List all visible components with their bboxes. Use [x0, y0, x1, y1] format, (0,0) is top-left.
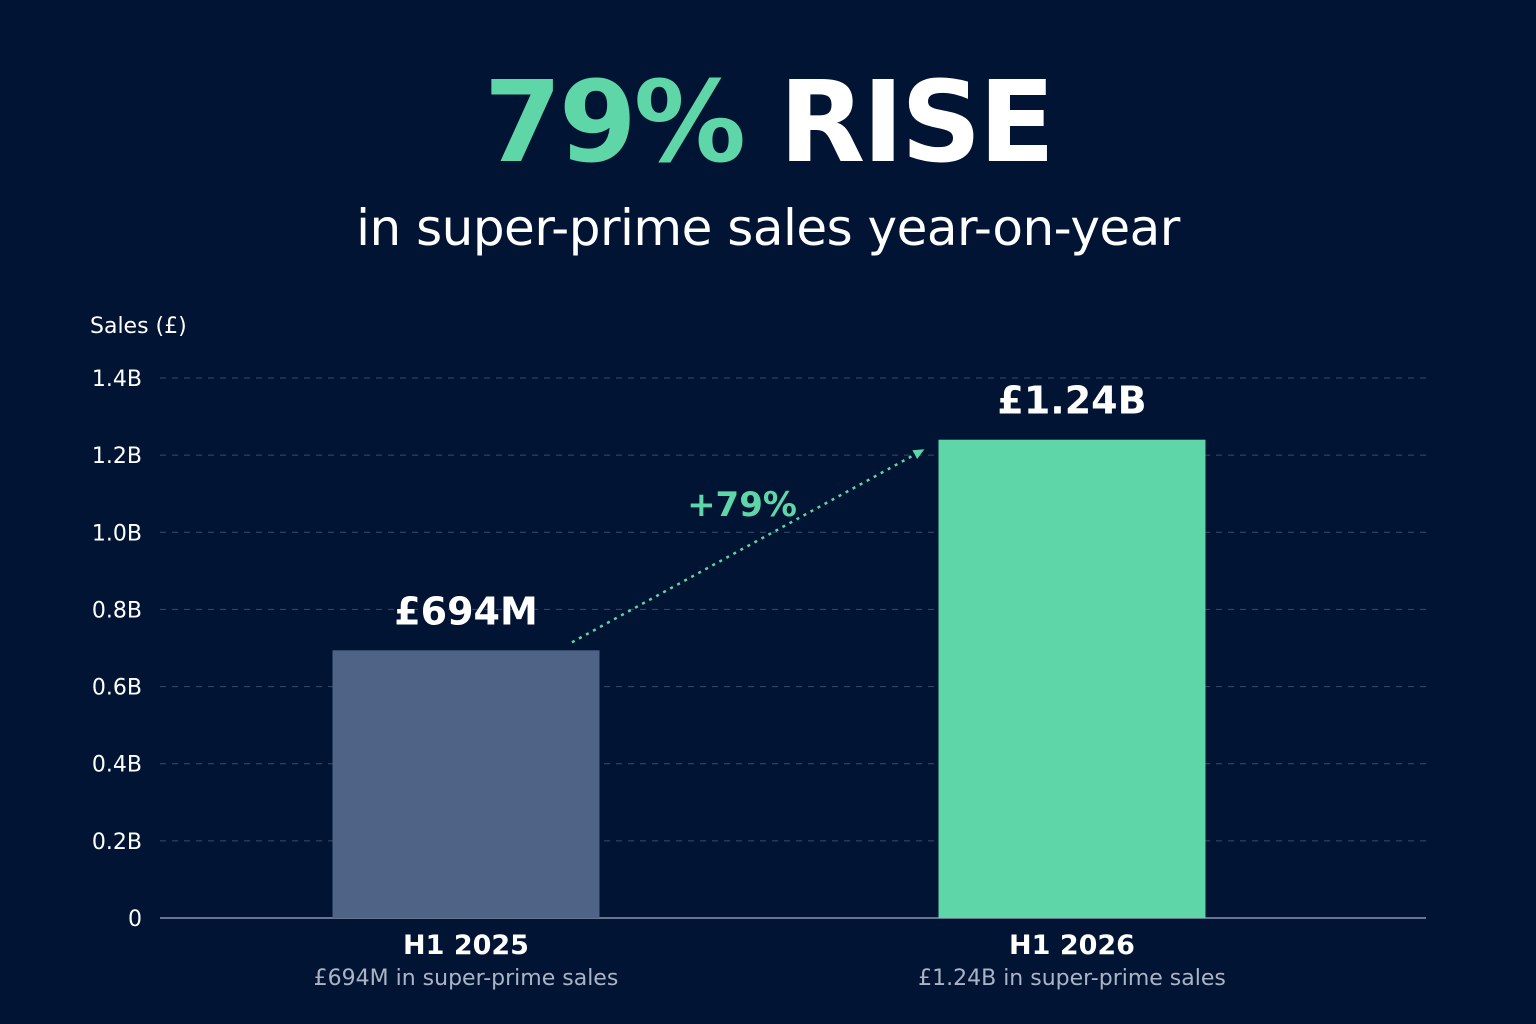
- y-tick-label: 0.8B: [92, 598, 142, 623]
- bar-value-label: £1.24B: [997, 379, 1146, 423]
- headline-subtitle: in super-prime sales year-on-year: [356, 199, 1180, 257]
- headline: 79% RISE: [0, 58, 1536, 188]
- y-tick-label: 0.4B: [92, 753, 142, 778]
- bar-h1-2025: [332, 650, 600, 918]
- x-category-sublabel-h1-2026: £1.24B in super-prime sales: [918, 966, 1226, 991]
- y-tick-label: 0.2B: [92, 830, 142, 855]
- y-tick-label: 1.4B: [92, 367, 142, 392]
- y-axis-title: Sales (£): [90, 314, 187, 339]
- y-tick-label: 0.6B: [92, 676, 142, 701]
- bar-value-label: £694M: [394, 589, 538, 633]
- x-category-label-h1-2026: H1 2026: [1009, 930, 1135, 961]
- headline-word: RISE: [778, 58, 1055, 188]
- y-tick-label: 1.0B: [92, 521, 142, 546]
- y-tick-label: 0: [128, 907, 142, 932]
- headline-percent: 79%: [483, 58, 746, 188]
- growth-annotation-label: +79%: [687, 485, 797, 525]
- x-category-label-h1-2025: H1 2025: [403, 930, 529, 961]
- x-category-sublabel-h1-2025: £694M in super-prime sales: [313, 966, 619, 991]
- y-tick-label: 1.2B: [92, 444, 142, 469]
- growth-arrow: [571, 449, 925, 644]
- bar-h1-2026: [938, 439, 1206, 918]
